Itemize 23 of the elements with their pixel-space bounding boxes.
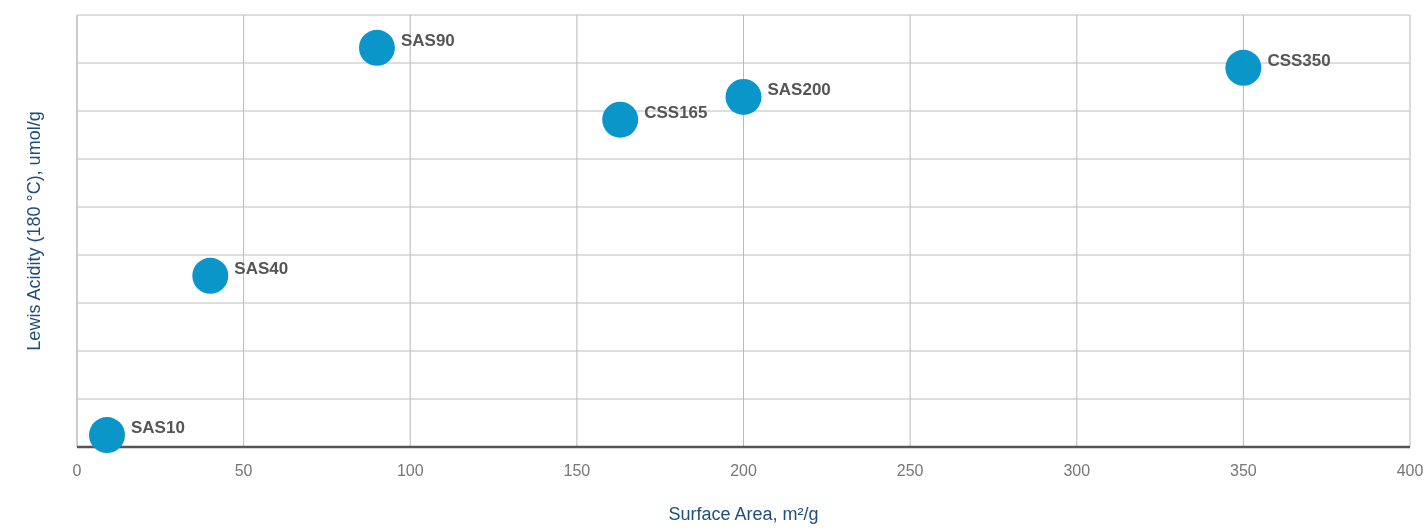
x-tick-label: 0 [72, 462, 82, 479]
point [192, 257, 229, 294]
x-tick-label: 50 [234, 462, 253, 479]
annotation: SAS10 [130, 418, 185, 438]
x-tick-label: 200 [730, 462, 757, 479]
x-tick-label: 150 [563, 462, 591, 479]
annotation: CSS350 [1267, 50, 1331, 70]
annotation: CSS165 [644, 102, 708, 122]
x-tick-label: 100 [396, 462, 424, 479]
point [358, 29, 395, 66]
point [725, 78, 762, 115]
point [602, 101, 639, 138]
y-axis-title: Lewis Acidity (180 °C), umol/g [24, 111, 44, 351]
annotation: SAS90 [400, 30, 455, 50]
x-tick-label: 300 [1063, 462, 1091, 479]
x-tick-label: 250 [896, 462, 924, 479]
x-tick-label: 400 [1396, 462, 1424, 479]
annotation: SAS200 [767, 79, 831, 99]
x-tick-label: 350 [1230, 462, 1257, 479]
point [88, 417, 125, 454]
annotation: SAS40 [234, 258, 289, 278]
point [1225, 49, 1262, 86]
x-axis-title: Surface Area, m²/g [668, 504, 819, 524]
